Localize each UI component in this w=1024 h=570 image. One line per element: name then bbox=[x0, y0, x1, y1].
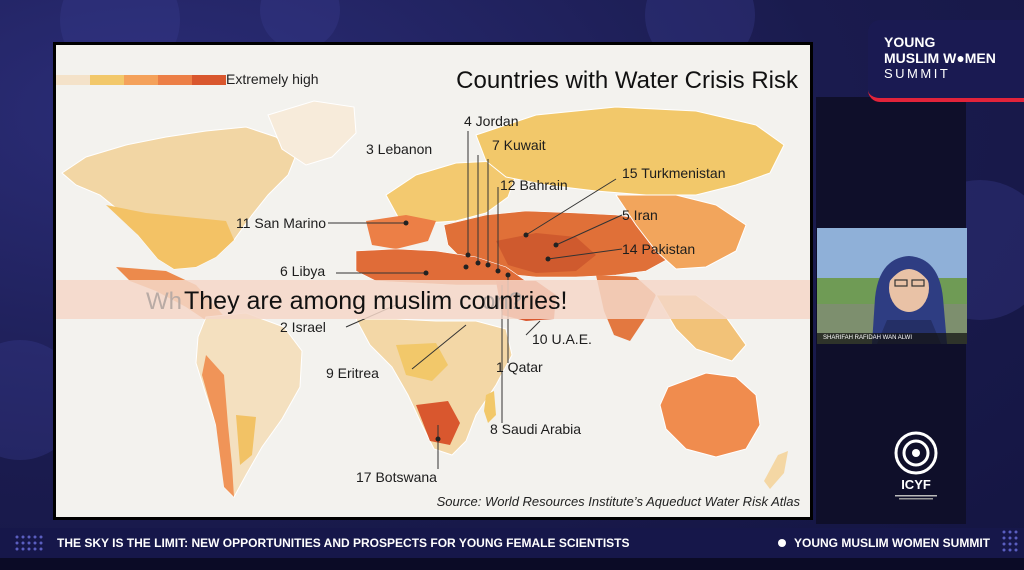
risk-legend bbox=[56, 75, 226, 85]
ticker-text: THE SKY IS THE LIMIT: NEW OPPORTUNITIES … bbox=[57, 536, 630, 550]
icyf-logo: ICYF bbox=[893, 430, 939, 510]
label-pakistan: 14 Pakistan bbox=[622, 241, 696, 257]
label-botswana: 17 Botswana bbox=[356, 469, 437, 485]
label-israel: 2 Israel bbox=[280, 319, 326, 335]
label-san-marino: 11 San Marino bbox=[236, 215, 327, 231]
logo-line-2: MUSLIM W●MEN bbox=[884, 50, 996, 66]
speaker-image bbox=[817, 228, 967, 344]
dots-icon bbox=[15, 535, 43, 551]
label-iran: 5 Iran bbox=[622, 207, 658, 223]
legend-swatch-5 bbox=[192, 75, 226, 85]
logo-line-3: SUMMIT bbox=[884, 66, 951, 81]
icyf-emblem-icon bbox=[894, 431, 938, 475]
label-jordan: 4 Jordan bbox=[464, 113, 519, 129]
presentation-slide: Extremely high Countries with Water Cris… bbox=[53, 42, 813, 520]
logo-line-1: YOUNG bbox=[884, 34, 936, 50]
legend-swatch-4 bbox=[158, 75, 192, 85]
bottom-strip bbox=[0, 558, 1024, 570]
source-note: Source: World Resources Institute’s Aque… bbox=[436, 494, 800, 509]
label-qatar: 1 Qatar bbox=[496, 359, 543, 375]
caption-band bbox=[56, 280, 810, 319]
slide-canvas: Extremely high Countries with Water Cris… bbox=[56, 45, 810, 517]
label-eritrea: 9 Eritrea bbox=[326, 365, 379, 381]
icyf-text: ICYF bbox=[901, 477, 931, 492]
footer-bar: THE SKY IS THE LIMIT: NEW OPPORTUNITIES … bbox=[0, 528, 1024, 558]
dots-grid-icon bbox=[1002, 530, 1018, 552]
speaker-video: SHARIFAH RAFIDAH WAN ALWI bbox=[817, 228, 967, 344]
legend-swatch-2 bbox=[90, 75, 124, 85]
label-turkmenistan: 15 Turkmenistan bbox=[622, 165, 726, 181]
slide-title: Countries with Water Crisis Risk bbox=[456, 67, 798, 94]
legend-swatch-1 bbox=[56, 75, 90, 85]
slide-caption: They are among muslim countries! bbox=[184, 287, 568, 315]
legend-label: Extremely high bbox=[226, 71, 319, 87]
event-name: YOUNG MUSLIM WOMEN SUMMIT bbox=[794, 536, 990, 550]
speaker-name-bar: SHARIFAH RAFIDAH WAN ALWI bbox=[817, 333, 967, 344]
caption-ghost-text: Wh on? bbox=[146, 288, 523, 315]
bullet-icon bbox=[778, 539, 786, 547]
label-kuwait: 7 Kuwait bbox=[492, 137, 546, 153]
label-saudi-arabia: 8 Saudi Arabia bbox=[490, 421, 582, 437]
label-libya: 6 Libya bbox=[280, 263, 326, 279]
label-uae: 10 U.A.E. bbox=[532, 331, 592, 347]
legend-swatch-3 bbox=[124, 75, 158, 85]
label-lebanon: 3 Lebanon bbox=[366, 141, 433, 157]
label-bahrain: 12 Bahrain bbox=[500, 177, 568, 193]
label-leader-lines bbox=[328, 131, 623, 469]
icyf-subtext bbox=[895, 495, 937, 500]
summit-logo: YOUNG MUSLIM W●MEN SUMMIT bbox=[868, 20, 1024, 102]
